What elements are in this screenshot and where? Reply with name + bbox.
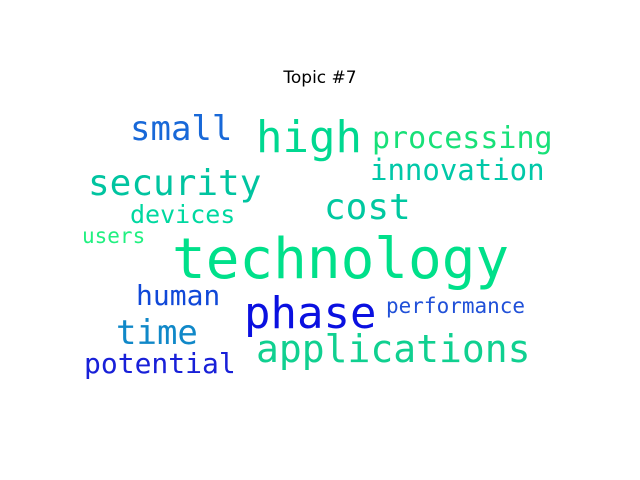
word-technology: technology <box>172 227 510 292</box>
word-potential: potential <box>84 347 236 380</box>
word-processing: processing <box>372 121 553 156</box>
word-high: high <box>256 112 362 163</box>
word-phase: phase <box>244 288 377 339</box>
word-cost: cost <box>324 187 411 228</box>
chart-title: Topic #7 <box>283 68 357 88</box>
word-performance: performance <box>386 294 526 318</box>
word-security: security <box>88 163 262 204</box>
word-devices: devices <box>130 200 236 229</box>
word-users: users <box>82 224 146 248</box>
word-time: time <box>116 313 198 353</box>
word-innovation: innovation <box>370 153 545 187</box>
word-human: human <box>136 279 221 312</box>
word-applications: applications <box>256 327 531 371</box>
word-small: small <box>130 109 233 149</box>
